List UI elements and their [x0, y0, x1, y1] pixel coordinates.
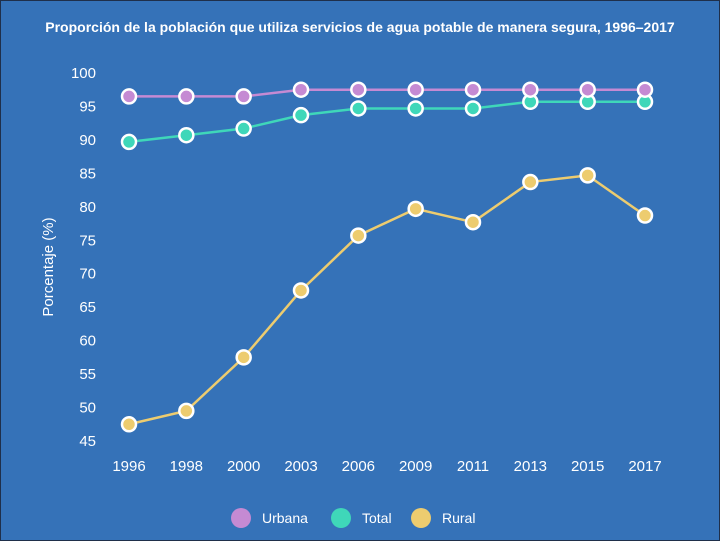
legend: Urbana Total Rural — [231, 508, 475, 528]
data-point-rural — [464, 213, 482, 231]
series-line-rural — [128, 174, 646, 426]
legend-label-total: Total — [362, 510, 392, 526]
y-tick-label: 50 — [79, 400, 96, 417]
data-point-total — [292, 106, 310, 124]
y-axis-ticks: 45 50 55 60 65 70 75 80 85 90 95 100 — [71, 65, 96, 450]
data-point-urbana — [292, 81, 310, 98]
y-axis-title: Porcentaje (%) — [40, 217, 57, 316]
data-point-rural — [235, 349, 252, 366]
x-tick-label: 2015 — [571, 458, 604, 475]
x-tick-label: 2009 — [399, 458, 432, 475]
y-tick-label: 60 — [79, 333, 96, 350]
y-tick-label: 45 — [79, 433, 96, 450]
data-point-rural — [350, 227, 367, 244]
x-tick-label: 1996 — [112, 458, 145, 475]
data-point-total — [407, 100, 424, 117]
legend-marker-urbana — [231, 508, 251, 528]
data-point-rural — [178, 402, 195, 420]
data-point-total — [350, 100, 367, 117]
x-tick-label: 1998 — [170, 458, 203, 475]
data-point-urbana — [636, 81, 654, 98]
series-line-total — [128, 100, 645, 144]
x-tick-label: 2013 — [514, 458, 547, 475]
y-tick-label: 55 — [79, 366, 96, 383]
data-point-rural — [407, 200, 424, 218]
y-tick-label: 70 — [79, 266, 96, 283]
data-point-rural — [579, 167, 596, 184]
x-tick-label: 2006 — [342, 458, 375, 475]
data-point-urbana — [579, 81, 596, 98]
chart-title: Proporción de la población que utiliza s… — [45, 19, 675, 35]
data-point-urbana — [522, 81, 539, 98]
series-line-urbana — [129, 88, 645, 98]
legend-marker-rural — [411, 508, 431, 528]
series-points — [120, 81, 654, 433]
legend-label-urbana: Urbana — [262, 510, 308, 526]
series-lines — [128, 88, 646, 426]
data-point-urbana — [235, 88, 252, 105]
data-point-urbana — [407, 81, 424, 98]
y-tick-label: 85 — [79, 165, 96, 182]
data-point-total — [235, 120, 252, 137]
y-tick-label: 65 — [79, 299, 96, 316]
data-point-urbana — [120, 88, 138, 105]
x-tick-label: 2017 — [628, 458, 661, 475]
data-point-total — [178, 126, 195, 144]
x-tick-label: 2011 — [457, 458, 489, 475]
y-tick-label: 100 — [71, 65, 96, 82]
x-tick-label: 2000 — [227, 458, 260, 475]
x-axis-ticks: 1996 1998 2000 2003 2006 2009 2011 2013 2015 2017 — [112, 458, 661, 475]
data-point-rural — [120, 416, 138, 433]
data-point-total — [120, 133, 138, 151]
data-point-rural — [636, 207, 654, 224]
x-tick-label: 2003 — [284, 458, 317, 475]
y-tick-label: 75 — [79, 232, 96, 249]
data-point-total — [464, 100, 482, 117]
y-tick-label: 80 — [79, 199, 96, 216]
data-point-rural — [522, 173, 539, 191]
y-tick-label: 95 — [79, 98, 96, 115]
legend-marker-total — [331, 508, 351, 528]
legend-label-rural: Rural — [442, 510, 475, 526]
data-point-urbana — [178, 88, 195, 105]
y-tick-label: 90 — [79, 132, 96, 149]
data-point-urbana — [350, 81, 367, 98]
data-point-rural — [292, 282, 310, 299]
data-point-urbana — [464, 81, 482, 98]
